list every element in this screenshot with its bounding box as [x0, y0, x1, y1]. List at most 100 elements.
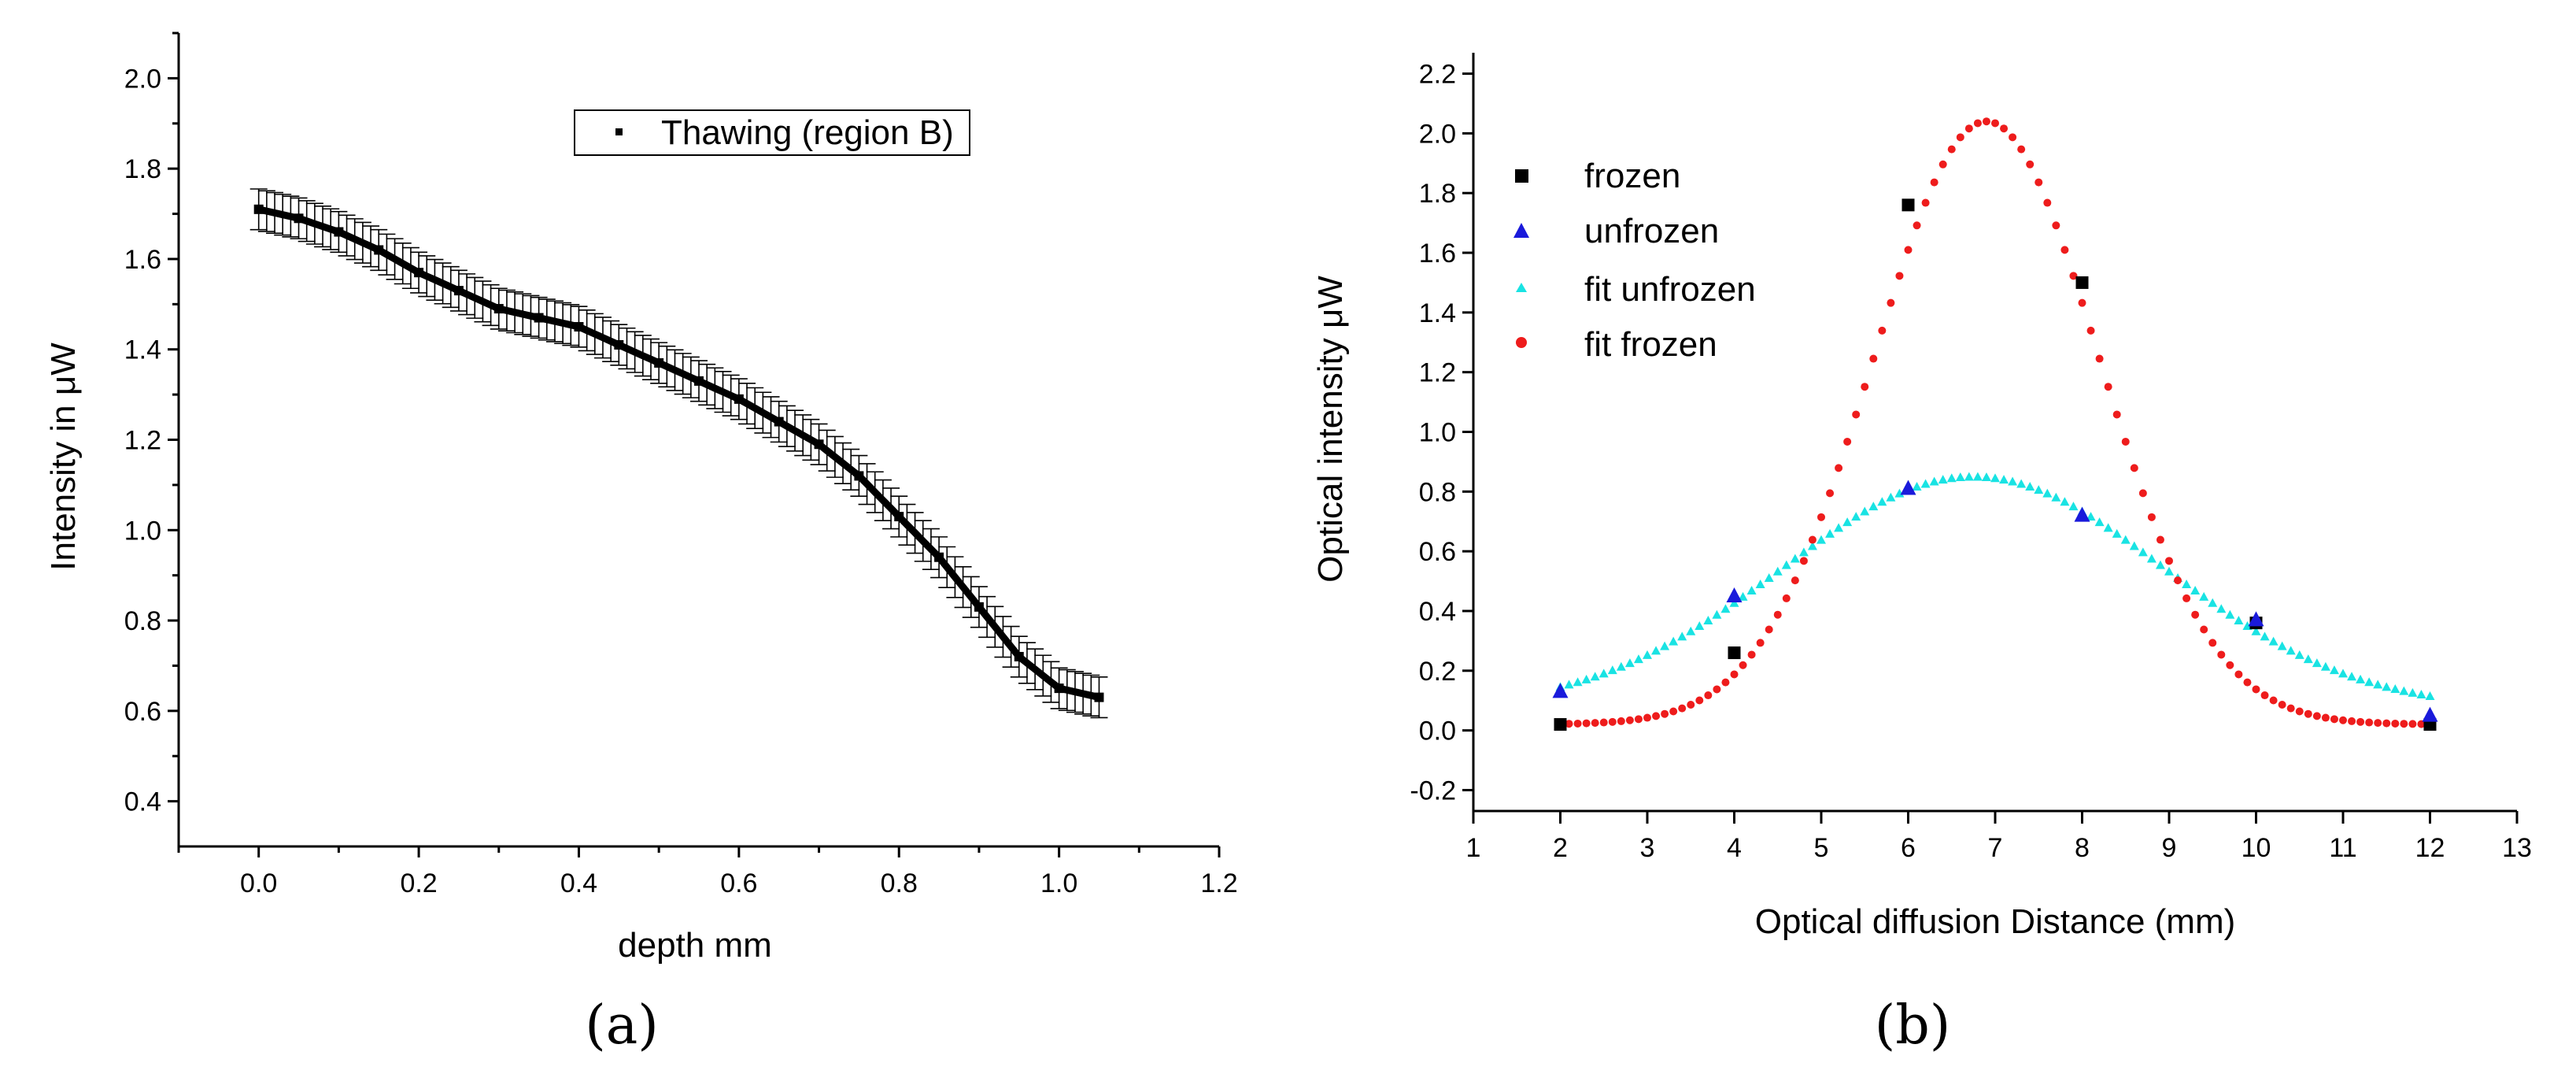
fit-unfrozen-point [2294, 650, 2304, 659]
fit-unfrozen-point [2103, 523, 2113, 532]
fit-frozen-point [1573, 719, 1582, 728]
fit-frozen-point [1617, 717, 1625, 725]
fit-unfrozen-point [1798, 547, 1809, 557]
fit-unfrozen-point [2208, 598, 2218, 607]
fit-frozen-point [1799, 557, 1808, 565]
chart-b-series [1552, 117, 2438, 731]
fit-frozen-point [2330, 715, 2338, 724]
fit-frozen-point [1565, 720, 1573, 728]
fit-unfrozen-point [1590, 672, 1600, 681]
chart-a-y-tick-label: 1.4 [124, 335, 161, 365]
fit-unfrozen-point [2025, 481, 2035, 491]
fit-unfrozen-point [2164, 566, 2174, 576]
fit-frozen-point [1817, 513, 1825, 521]
unfrozen-point [2248, 611, 2264, 627]
chart-a-point [1054, 683, 1064, 694]
chart-a-point [334, 227, 344, 237]
fit-unfrozen-point [2051, 492, 2061, 502]
fit-frozen-point [2382, 719, 2391, 728]
chart-a-y-tick-label: 1.2 [124, 426, 161, 456]
chart-b-y-tick-label: 0.0 [1419, 717, 1456, 746]
chart-b-x-label: Optical diffusion Distance (mm) [1755, 902, 2236, 941]
fit-frozen-point [2174, 576, 2182, 585]
fit-frozen-point [1634, 715, 1643, 724]
fit-unfrozen-point [2260, 631, 2270, 641]
fit-frozen-point [1756, 639, 1765, 647]
chart-b-y-tick-label: 1.8 [1419, 179, 1456, 209]
chart-a-series [249, 188, 1108, 719]
chart-b-x-tick-label: 4 [1727, 833, 1742, 863]
fit-frozen-point [1661, 709, 1669, 718]
fit-frozen-series [1556, 117, 2434, 728]
fit-unfrozen-point [1868, 502, 1879, 511]
fit-frozen-point [1869, 354, 1878, 363]
fit-frozen-point [2417, 720, 2426, 728]
chart-a-caption: (a) [585, 994, 659, 1057]
chart-a-y-ticks: 0.4 0.6 0.8 1.0 1.2 1.4 1.6 1.8 2.0 [124, 31, 179, 817]
chart-a-legend-marker [615, 128, 623, 135]
chart-a-y-tick-label: 1.8 [124, 154, 161, 184]
fit-frozen-point [1765, 625, 1773, 634]
fit-unfrozen-point [1616, 661, 1626, 671]
fit-unfrozen-point [2120, 535, 2131, 544]
fit-unfrozen-point [1981, 472, 1991, 482]
fit-unfrozen-point [2338, 668, 2348, 678]
chart-a-y-tick-label: 0.6 [124, 697, 161, 727]
chart-a-y-tick-label: 2.0 [124, 64, 161, 94]
legend-unfrozen-marker [1513, 223, 1529, 238]
fit-frozen-point [2026, 160, 2035, 169]
fit-frozen-point [2321, 713, 2330, 722]
unfrozen-series [1552, 480, 2438, 722]
legend-fit-frozen-label: fit frozen [1584, 325, 1717, 364]
fit-unfrozen-point [1573, 677, 1583, 687]
chart-a-y-tick-label: 0.8 [124, 606, 161, 636]
fit-unfrozen-point [2060, 497, 2070, 506]
chart-b-y-tick-label: 1.2 [1419, 358, 1456, 388]
fit-frozen-point [2374, 719, 2382, 728]
chart-a-y-tick-label: 1.6 [124, 245, 161, 275]
chart-a-point [974, 602, 984, 612]
fit-frozen-point [2078, 298, 2086, 307]
chart-a-legend-label: Thawing (region B) [661, 113, 954, 152]
fit-unfrozen-point [2277, 641, 2287, 650]
fit-frozen-point [2286, 704, 2295, 713]
chart-a-x-tick-label: 0.0 [240, 868, 277, 898]
fit-unfrozen-point [1738, 591, 1748, 601]
fit-frozen-point [2060, 246, 2069, 254]
fit-frozen-point [2278, 701, 2286, 709]
chart-b-x-tick-label: 5 [1814, 833, 1829, 863]
fit-frozen-point [2086, 326, 2095, 335]
fit-unfrozen-point [2364, 677, 2375, 687]
fit-frozen-point [2234, 670, 2243, 679]
fit-frozen-point [1982, 117, 1990, 126]
chart-a-legend: Thawing (region B) [574, 109, 970, 156]
fit-frozen-point [1887, 298, 1895, 307]
fit-unfrozen-point [1860, 506, 1870, 516]
legend-fit-frozen-marker [1516, 337, 1527, 348]
fit-frozen-point [2217, 650, 2226, 659]
fit-unfrozen-point [2347, 672, 2357, 681]
fit-frozen-point [2156, 535, 2164, 544]
fit-unfrozen-point [2399, 686, 2409, 695]
fit-frozen-point [2138, 489, 2147, 498]
fit-unfrozen-point [2094, 517, 2105, 527]
fit-frozen-point [2391, 719, 2400, 728]
chart-b-y-tick-label: 0.4 [1419, 597, 1456, 627]
fit-frozen-point [2035, 178, 2043, 187]
fit-unfrozen-point [2320, 661, 2330, 671]
fit-frozen-point [2356, 717, 2365, 726]
unfrozen-point [2422, 706, 2438, 722]
fit-frozen-point [1643, 713, 1651, 722]
chart-b-y-tick-label: 0.8 [1419, 477, 1456, 507]
chart-b-y-tick-label: 0.2 [1419, 657, 1456, 687]
legend-fit-unfrozen-label: fit unfrozen [1584, 270, 1756, 309]
fit-unfrozen-point [1581, 674, 1591, 683]
fit-frozen-point [1921, 198, 1930, 207]
fit-frozen-point [1861, 383, 1869, 391]
fit-frozen-point [2191, 610, 2200, 619]
fit-unfrozen-point [2016, 479, 2027, 488]
fit-unfrozen-point [2112, 528, 2122, 538]
fit-frozen-point [1956, 133, 1964, 142]
fit-unfrozen-point [2416, 689, 2426, 698]
fit-unfrozen-point [2268, 636, 2278, 646]
